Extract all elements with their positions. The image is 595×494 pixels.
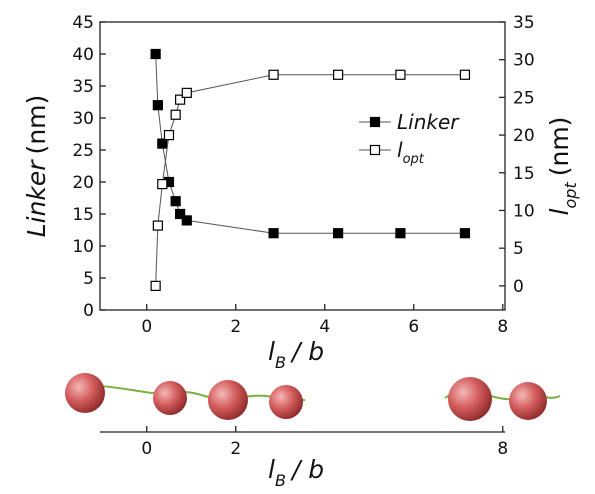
y2-tick-label: 35 — [513, 13, 535, 33]
data-point — [150, 280, 161, 291]
data-point — [157, 178, 168, 190]
illustration-axis-label-part: B — [275, 471, 286, 490]
y-tick-label: 30 — [72, 109, 94, 129]
legend-label-part: l — [397, 138, 403, 162]
nucleosome — [509, 382, 547, 420]
y-tick-label: 35 — [72, 77, 94, 97]
data-point — [395, 228, 406, 239]
y2-tick-label: 5 — [513, 239, 524, 259]
nucleosome — [65, 373, 105, 413]
illustration-axis-label-part: / b — [290, 455, 324, 484]
data-point — [268, 228, 279, 239]
illustration-tick-label: 8 — [497, 439, 508, 459]
x-tick-label: 8 — [497, 317, 508, 337]
data-point — [170, 109, 181, 120]
plot-frame — [99, 21, 506, 311]
data-point — [152, 100, 163, 111]
data-point — [175, 208, 186, 220]
y-tick-label: 5 — [83, 269, 94, 289]
data-point — [268, 69, 279, 80]
y2-tick-label: 15 — [513, 164, 535, 184]
y-axis-label-part: Linker — [22, 159, 51, 238]
y-axis-label-part: (nm) — [22, 95, 51, 155]
data-point — [181, 87, 192, 98]
x-tick-label: 4 — [319, 317, 330, 337]
x-axis-label-part: / b — [290, 337, 324, 366]
y-tick-label: 10 — [72, 237, 94, 257]
y2-tick-label: 10 — [513, 201, 535, 221]
nucleosome — [269, 385, 303, 419]
nucleosome — [153, 381, 187, 415]
nucleosome — [448, 377, 492, 421]
y2-axis-label: lopt (nm) — [545, 117, 580, 216]
y-tick-label: 20 — [72, 173, 94, 193]
y-tick-label: 25 — [72, 141, 94, 161]
y-tick-label: 0 — [83, 301, 94, 321]
legend-label-part: Linker — [397, 110, 460, 134]
nucleosome — [208, 380, 248, 420]
y-tick-label: 15 — [72, 205, 94, 225]
x-tick-label: 0 — [141, 317, 152, 337]
data-point — [459, 228, 471, 239]
data-point — [459, 69, 471, 80]
data-point — [163, 129, 175, 141]
illustration — [65, 373, 561, 433]
legend-box — [355, 104, 470, 168]
data-point — [152, 220, 163, 231]
data-point — [333, 228, 344, 239]
x-axis-label-part: B — [275, 353, 286, 372]
y-axis-label: Linker (nm) — [22, 95, 51, 238]
y2-tick-label: 25 — [513, 88, 535, 108]
y2-tick-label: 0 — [513, 277, 524, 297]
data-point — [150, 48, 161, 60]
x-tick-label: 2 — [230, 317, 241, 337]
illustration-tick-label: 2 — [230, 439, 241, 459]
y-tick-label: 45 — [72, 13, 94, 33]
legend-label: Linker — [397, 110, 460, 134]
illustration-tick-label: 0 — [141, 439, 152, 459]
legend-marker — [369, 144, 381, 156]
data-point — [395, 69, 406, 80]
illustration-axis-label-part: l — [268, 455, 275, 484]
y-tick-label: 40 — [72, 45, 94, 65]
x-axis-label-part: l — [268, 337, 275, 366]
data-point — [333, 69, 344, 80]
data-point — [157, 138, 168, 149]
x-tick-label: 6 — [408, 317, 419, 337]
legend-marker — [369, 116, 381, 128]
data-point — [181, 215, 192, 226]
illustration-axis-label: lB / b — [268, 455, 324, 490]
y2-tick-label: 30 — [513, 51, 535, 71]
data-point — [175, 94, 186, 105]
y2-axis-label-part: opt — [561, 182, 580, 209]
x-axis-label: lB / b — [268, 337, 324, 372]
y2-tick-label: 20 — [513, 126, 535, 146]
legend-label: lopt — [397, 138, 425, 167]
y2-axis-label-part: l — [545, 208, 574, 215]
data-point — [170, 196, 181, 207]
legend-label-sub: opt — [403, 152, 425, 167]
y2-axis-label-part: (nm) — [545, 117, 574, 177]
